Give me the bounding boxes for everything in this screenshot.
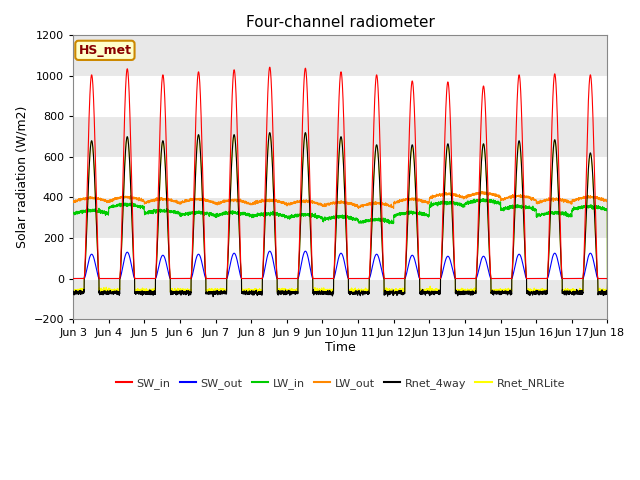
Bar [73,36,607,76]
Bar [73,238,607,278]
Bar [73,117,607,157]
Bar [73,278,607,319]
Y-axis label: Solar radiation (W/m2): Solar radiation (W/m2) [15,106,28,248]
Bar [73,197,607,238]
X-axis label: Time: Time [325,341,356,354]
Text: HS_met: HS_met [79,44,131,57]
Legend: SW_in, SW_out, LW_in, LW_out, Rnet_4way, Rnet_NRLite: SW_in, SW_out, LW_in, LW_out, Rnet_4way,… [111,373,570,393]
Bar [73,76,607,117]
Bar [73,157,607,197]
Title: Four-channel radiometer: Four-channel radiometer [246,15,435,30]
